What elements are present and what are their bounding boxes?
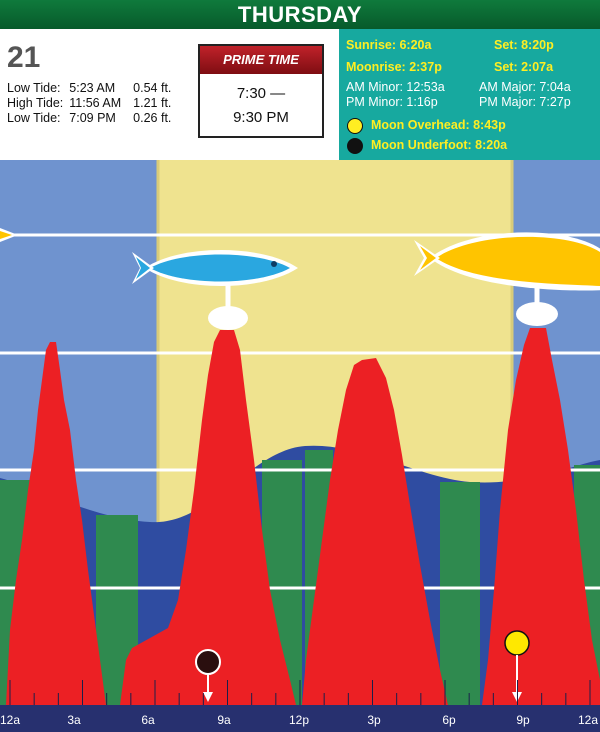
pm-major-text: PM Major: 7:27p [479,95,571,109]
moon-overhead-icon [347,118,363,134]
activity-peak [120,330,296,705]
tide-time: 7:09 PM [69,111,116,125]
moon-underfoot-text: Moon Underfoot: 8:20a [371,138,508,152]
moonrise-text: Moonrise: 2:37p [346,60,442,74]
prime-time-start: 7:30 — [236,85,286,102]
moon-overhead-text: Moon Overhead: 8:43p [371,118,506,132]
activity-peak [482,328,600,705]
sunset-text: Set: 8:20p [494,38,554,52]
axis-label: 6p [442,713,456,727]
prime-time-title: PRIME TIME [200,46,322,74]
day-title: THURSDAY [0,0,600,29]
tide-row: Low Tide: 7:09 PM 0.26 ft. [7,111,177,126]
astro-panel: Sunrise: 6:20a Set: 8:20p Moonrise: 2:37… [339,29,600,160]
prime-time-end: 9:30 PM [233,109,289,126]
tide-time: 11:56 AM [69,96,122,110]
axis-label: 3a [67,713,81,727]
am-minor-text: AM Minor: 12:53a [346,80,445,94]
moonset-text: Set: 2:07a [494,60,554,74]
activity-chart: 12a 3a 6a 9a 12p 3p 6p 9p 12a [0,160,600,732]
axis-label: 12p [289,713,309,727]
axis-labels: 12a 3a 6a 9a 12p 3p 6p 9p 12a [0,713,598,727]
axis-label: 12a [578,713,598,727]
moon-underfoot-icon [195,649,221,702]
am-major-text: AM Major: 7:04a [479,80,571,94]
prime-time-box: PRIME TIME 7:30 — 9:30 PM [198,44,324,138]
axis-label: 3p [367,713,381,727]
tide-info-panel: 21 Low Tide: 5:23 AM 0.54 ft. High Tide:… [0,29,340,160]
tide-height: 1.21 ft. [133,96,172,110]
axis-label: 6a [141,713,155,727]
fish-blue-icon [132,250,298,330]
moon-underfoot-icon [347,138,363,154]
pm-minor-text: PM Minor: 1:16p [346,95,438,109]
solunar-period-bar [440,482,480,705]
axis-label: 9a [217,713,231,727]
fish-yellow-icon [414,232,600,326]
axis-ticks [9,680,591,705]
tide-table: Low Tide: 5:23 AM 0.54 ft. High Tide: 11… [7,81,177,126]
tide-label: Low Tide: [7,111,61,125]
tide-height: 0.54 ft. [133,81,172,95]
date-number: 21 [7,41,41,74]
activity-peak [302,358,448,705]
tide-label: Low Tide: [7,81,61,95]
tide-height: 0.26 ft. [133,111,172,125]
tide-time: 5:23 AM [69,81,116,95]
tide-row: High Tide: 11:56 AM 1.21 ft. [7,96,177,111]
activity-peak [6,342,106,705]
axis-label: 9p [516,713,530,727]
fish-partial-fill [0,231,12,239]
sunrise-text: Sunrise: 6:20a [346,38,432,52]
time-axis [0,705,600,732]
tide-row: Low Tide: 5:23 AM 0.54 ft. [7,81,177,96]
tide-label: High Tide: [7,96,64,110]
axis-label: 12a [0,713,20,727]
